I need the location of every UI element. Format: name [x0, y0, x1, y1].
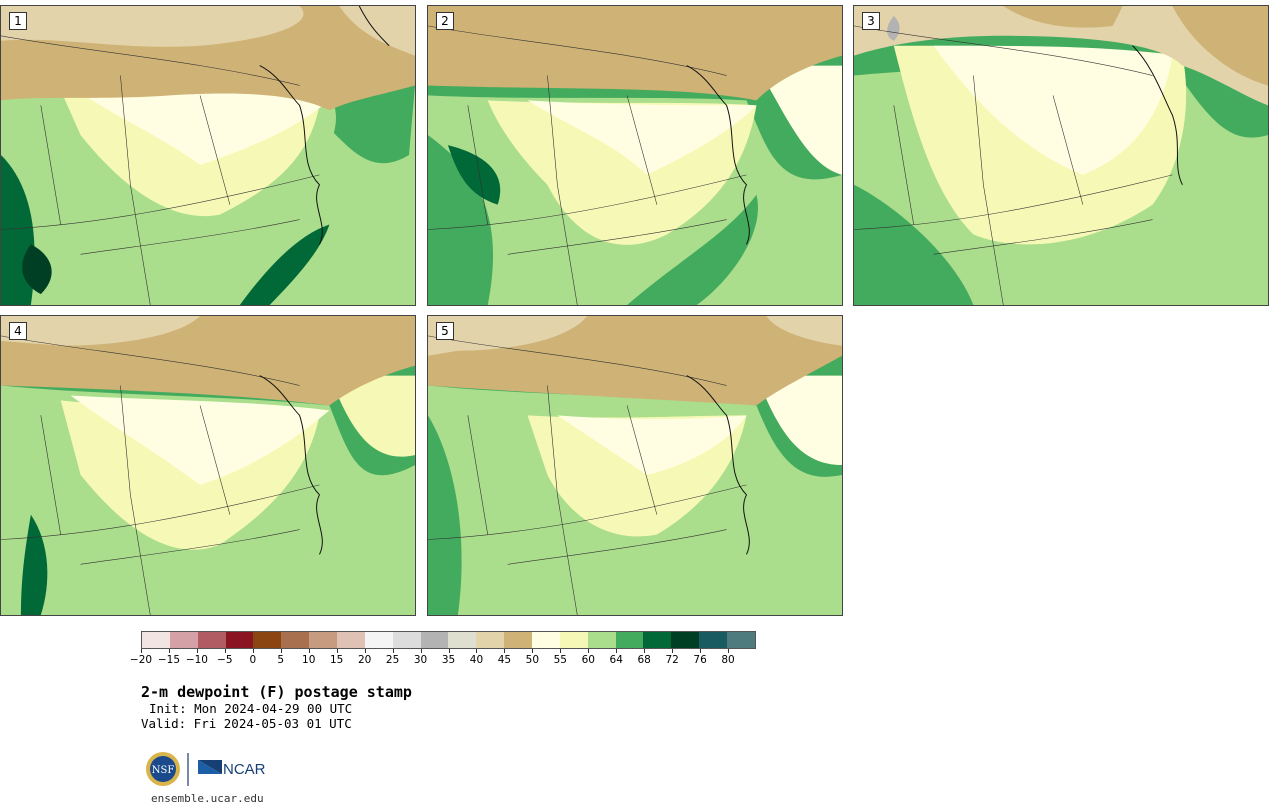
colorbar-tick — [168, 649, 170, 653]
colorbar-tick-label: 0 — [249, 654, 257, 666]
colorbar-tick — [336, 649, 338, 653]
colorbar-swatch — [337, 632, 365, 648]
colorbar-ticks: −20 −15 −10 −5 0 5 10 15 20 25 30 35 40 45 50 55 60 64 68 7… — [130, 649, 756, 669]
nsf-logo-text: NSF — [152, 765, 175, 776]
colorbar-tick — [616, 649, 618, 653]
ncar-logo: NCAR — [198, 760, 266, 778]
colorbar-tick-label: 55 — [553, 654, 567, 666]
colorbar-tick — [448, 649, 450, 653]
dewpoint-map — [1, 6, 415, 305]
colorbar-tick-label: 30 — [413, 654, 428, 666]
map-panel-3[interactable]: 3 — [853, 5, 1269, 306]
nsf-logo: NSF — [146, 752, 180, 786]
colorbar-swatch — [559, 632, 588, 648]
colorbar-swatch — [532, 632, 560, 648]
panel-number: 1 — [9, 12, 27, 30]
map-panel-4[interactable]: 4 — [0, 315, 416, 616]
colorbar-tick — [532, 649, 534, 653]
colorbar-tick-label: 10 — [302, 654, 316, 666]
colorbar-tick-label: 50 — [525, 654, 540, 666]
colorbar-tick — [728, 649, 730, 653]
colorbar-swatch — [448, 632, 477, 648]
colorbar-tick — [420, 649, 422, 653]
colorbar-swatch — [197, 632, 226, 648]
colorbar-swatch — [281, 632, 310, 648]
colorbar-swatch — [615, 632, 644, 648]
panel-number: 2 — [436, 12, 454, 30]
colorbar-tick-label: 20 — [357, 654, 372, 666]
colorbar-tick — [196, 649, 198, 653]
dewpoint-map — [428, 6, 842, 305]
colorbar-swatch — [309, 632, 338, 648]
colorbar-tick — [141, 649, 142, 653]
colorbar-tick-label: 68 — [637, 654, 651, 666]
colorbar-swatch — [420, 632, 449, 648]
colorbar-swatch — [727, 632, 755, 648]
colorbar-tick-label: 64 — [609, 654, 623, 666]
colorbar-swatch — [364, 632, 393, 648]
colorbar-tick-label: −5 — [217, 654, 233, 666]
dewpoint-map — [428, 316, 842, 615]
colorbar-tick — [252, 649, 254, 653]
colorbar-tick — [364, 649, 366, 653]
colorbar-tick-label: −20 — [129, 654, 153, 666]
colorbar-tick-label: 76 — [693, 654, 707, 666]
colorbar-tick — [644, 649, 646, 653]
colorbar-swatch — [643, 632, 672, 648]
colorbar-swatch — [253, 632, 282, 648]
dewpoint-map — [1, 316, 415, 615]
colorbar-tick-label: 40 — [469, 654, 484, 666]
colorbar-tick-label: 80 — [721, 654, 735, 666]
colorbar-tick — [504, 649, 506, 653]
nsf-ncar-logos: NSF NCAR — [146, 752, 266, 786]
colorbar-tick — [700, 649, 702, 653]
init-time: Init: Mon 2024-04-29 00 UTC — [149, 701, 353, 716]
colorbar-tick-label: 60 — [581, 654, 595, 666]
panel-number: 5 — [436, 322, 454, 340]
colorbar-swatch — [504, 632, 533, 648]
colorbar-tick — [476, 649, 478, 653]
colorbar-swatch — [169, 632, 198, 648]
colorbar-tick-label: 45 — [497, 654, 512, 666]
colorbar-swatch — [476, 632, 505, 648]
site-url: ensemble.ucar.edu — [151, 792, 264, 805]
panel-number: 4 — [9, 322, 27, 340]
colorbar-swatch — [699, 632, 728, 648]
colorbar-swatch — [225, 632, 254, 648]
colorbar-swatch — [142, 632, 170, 648]
colorbar-tick — [672, 649, 674, 653]
dewpoint-map — [854, 6, 1268, 305]
map-panel-5[interactable]: 5 — [427, 315, 843, 616]
colorbar-tick-label: 25 — [385, 654, 400, 666]
colorbar-tick-label: −15 — [157, 654, 181, 666]
map-panel-1[interactable]: 1 — [0, 5, 416, 306]
map-panel-2[interactable]: 2 — [427, 5, 843, 306]
colorbar-swatch — [392, 632, 421, 648]
ncar-logo-text: NCAR — [223, 761, 266, 778]
chart-title: 2-m dewpoint (F) postage stamp — [141, 683, 412, 701]
colorbar-tick — [392, 649, 394, 653]
valid-time: Valid: Fri 2024-05-03 01 UTC — [141, 716, 352, 731]
colorbar-tick — [280, 649, 282, 653]
colorbar-tick-label: 35 — [441, 654, 456, 666]
colorbar-tick-label: 15 — [329, 654, 344, 666]
colorbar — [141, 631, 756, 649]
colorbar-tick-label: 5 — [277, 654, 285, 666]
colorbar-swatch — [671, 632, 700, 648]
colorbar-tick — [224, 649, 226, 653]
panel-number: 3 — [862, 12, 880, 30]
colorbar-tick-label: −10 — [185, 654, 208, 666]
colorbar-tick — [308, 649, 310, 653]
colorbar-tick — [560, 649, 562, 653]
colorbar-swatch — [587, 632, 616, 648]
colorbar-tick-label: 72 — [665, 654, 679, 666]
colorbar-tick — [588, 649, 590, 653]
